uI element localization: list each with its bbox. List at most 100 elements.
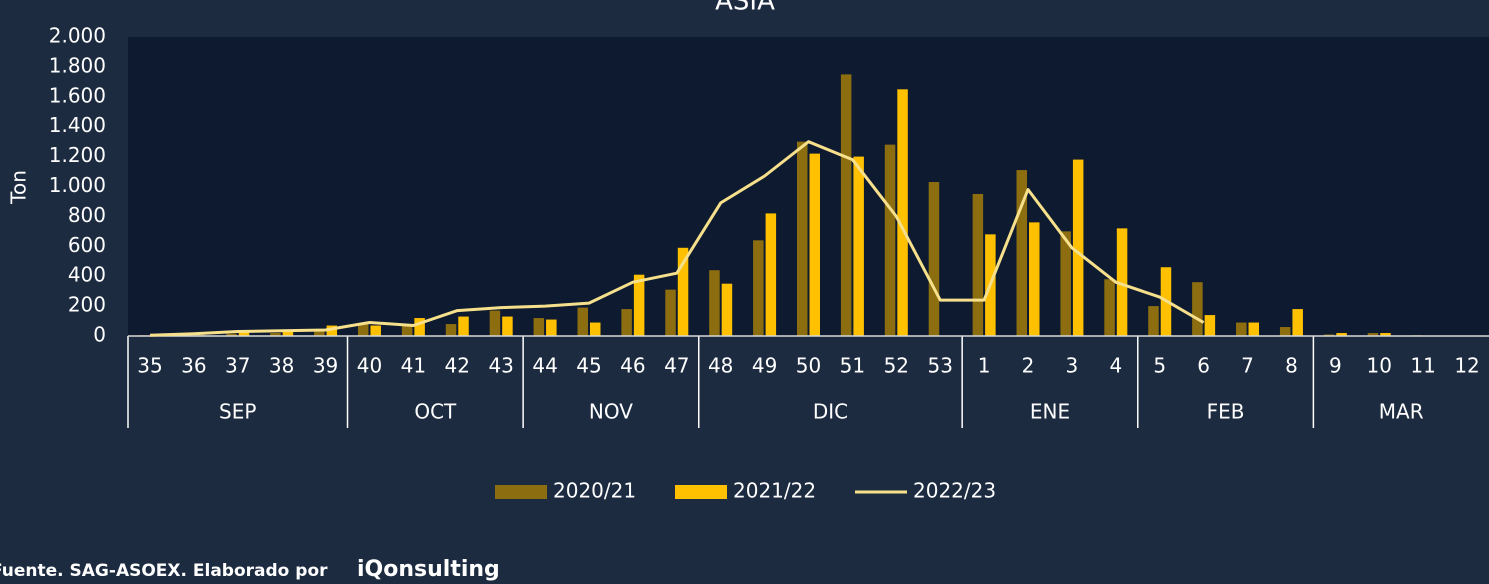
x-tick-label: 5 bbox=[1153, 354, 1166, 378]
x-tick-label: 9 bbox=[1329, 354, 1342, 378]
legend-swatch bbox=[675, 485, 727, 499]
bar bbox=[884, 144, 896, 336]
group-label: ENE bbox=[1030, 400, 1070, 424]
bar bbox=[489, 310, 501, 336]
bar bbox=[897, 89, 908, 336]
bar bbox=[1148, 306, 1159, 336]
bar bbox=[1279, 327, 1291, 336]
bar bbox=[1248, 322, 1260, 336]
bar bbox=[1292, 309, 1303, 336]
x-tick-label: 49 bbox=[752, 354, 777, 378]
x-tick-label: 53 bbox=[927, 354, 952, 378]
group-label: SEP bbox=[219, 400, 256, 424]
bar bbox=[270, 333, 281, 336]
bar bbox=[502, 316, 513, 336]
x-tick-label: 3 bbox=[1066, 354, 1079, 378]
x-tick-label: 40 bbox=[357, 354, 382, 378]
x-tick-label: 12 bbox=[1454, 354, 1479, 378]
legend-label: 2022/23 bbox=[913, 479, 996, 503]
group-label: NOV bbox=[589, 400, 633, 424]
x-tick-label: 41 bbox=[401, 354, 426, 378]
x-tick-label: 10 bbox=[1367, 354, 1392, 378]
plot-area bbox=[128, 37, 1489, 336]
bar bbox=[1072, 159, 1084, 336]
x-tick-label: 42 bbox=[445, 354, 470, 378]
bar bbox=[840, 74, 852, 336]
bar bbox=[809, 153, 820, 336]
x-tick-label: 11 bbox=[1410, 354, 1435, 378]
bar bbox=[1204, 315, 1216, 336]
x-tick-label: 51 bbox=[840, 354, 865, 378]
bar bbox=[357, 324, 369, 336]
x-tick-label: 46 bbox=[620, 354, 645, 378]
bar bbox=[853, 156, 864, 336]
group-label: MAR bbox=[1379, 400, 1424, 424]
bar bbox=[238, 332, 250, 336]
y-tick-label: 1.600 bbox=[49, 83, 106, 107]
bar bbox=[972, 193, 984, 336]
bar bbox=[589, 322, 601, 336]
bar bbox=[665, 289, 676, 336]
bar bbox=[226, 333, 237, 336]
bar bbox=[1336, 333, 1347, 336]
legend-swatch bbox=[495, 485, 547, 499]
x-tick-label: 8 bbox=[1285, 354, 1298, 378]
group-label: DIC bbox=[813, 400, 848, 424]
y-tick-label: 1.000 bbox=[49, 173, 106, 197]
bar bbox=[445, 324, 457, 336]
bar bbox=[677, 247, 689, 336]
bar bbox=[765, 213, 777, 336]
x-tick-label: 52 bbox=[884, 354, 909, 378]
group-label: FEB bbox=[1207, 400, 1245, 424]
y-axis-label: Ton bbox=[7, 170, 31, 205]
x-tick-label: 38 bbox=[269, 354, 294, 378]
bar bbox=[414, 318, 425, 336]
x-tick-label: 2 bbox=[1022, 354, 1035, 378]
bar bbox=[721, 283, 733, 336]
bar bbox=[577, 307, 588, 336]
x-tick-label: 44 bbox=[532, 354, 557, 378]
bar bbox=[314, 330, 325, 336]
bar bbox=[1116, 228, 1128, 336]
bar bbox=[458, 316, 469, 336]
bar bbox=[1367, 333, 1379, 336]
x-tick-label: 35 bbox=[137, 354, 162, 378]
bar bbox=[401, 325, 413, 336]
bar bbox=[797, 141, 808, 336]
y-tick-label: 800 bbox=[68, 203, 106, 227]
bar bbox=[533, 318, 545, 336]
y-tick-label: 1.800 bbox=[49, 53, 106, 77]
y-tick-label: 0 bbox=[93, 323, 106, 347]
x-tick-label: 43 bbox=[488, 354, 513, 378]
x-tick-label: 7 bbox=[1241, 354, 1254, 378]
x-tick-label: 36 bbox=[181, 354, 206, 378]
bar bbox=[1016, 170, 1028, 336]
x-tick-label: 39 bbox=[313, 354, 338, 378]
y-tick-label: 200 bbox=[68, 293, 106, 317]
bar bbox=[621, 309, 632, 336]
x-tick-label: 45 bbox=[576, 354, 601, 378]
bar bbox=[753, 240, 764, 336]
brand: iQonsulting bbox=[357, 557, 500, 582]
bar bbox=[1192, 282, 1203, 336]
x-tick-label: 4 bbox=[1109, 354, 1122, 378]
x-tick-label: 50 bbox=[796, 354, 821, 378]
x-tick-label: 6 bbox=[1197, 354, 1210, 378]
y-tick-label: 600 bbox=[68, 233, 106, 257]
bar bbox=[326, 325, 338, 336]
bar bbox=[546, 319, 557, 336]
x-tick-label: 48 bbox=[708, 354, 733, 378]
source-note: Fuente. SAG-ASOEX. Elaborado por bbox=[0, 561, 328, 581]
x-tick-label: 37 bbox=[225, 354, 250, 378]
bar bbox=[1029, 222, 1040, 336]
bar bbox=[1380, 333, 1391, 336]
chart-title: ASIA bbox=[715, 0, 775, 17]
bar bbox=[1060, 231, 1071, 336]
line-series bbox=[149, 140, 1205, 337]
bar bbox=[709, 270, 720, 336]
bar bbox=[1236, 322, 1247, 336]
legend-label: 2021/22 bbox=[733, 479, 816, 503]
group-label: OCT bbox=[414, 400, 457, 424]
